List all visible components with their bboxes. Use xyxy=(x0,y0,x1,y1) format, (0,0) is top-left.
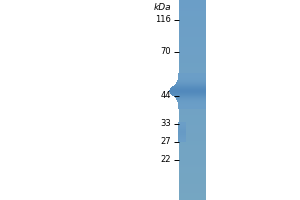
Text: kDa: kDa xyxy=(153,3,171,12)
Text: 33: 33 xyxy=(160,119,171,129)
Text: 22: 22 xyxy=(160,156,171,164)
Text: 70: 70 xyxy=(160,47,171,56)
Text: 44: 44 xyxy=(160,92,171,100)
Text: 27: 27 xyxy=(160,138,171,146)
Text: 116: 116 xyxy=(155,16,171,24)
